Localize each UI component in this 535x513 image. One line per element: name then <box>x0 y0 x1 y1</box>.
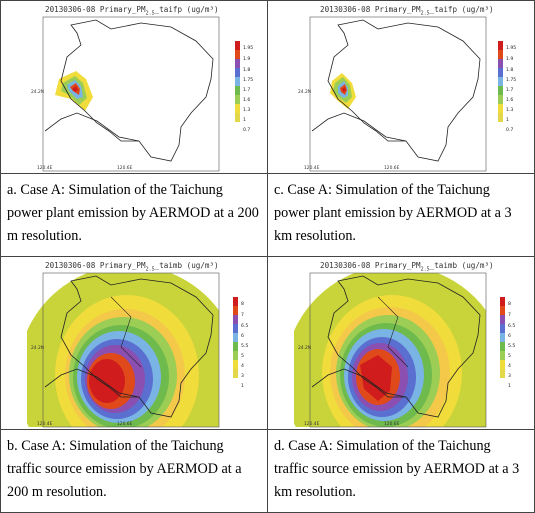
panel-b-cb-label: 7 <box>241 312 244 318</box>
panel-d-cb-label: 1 <box>508 383 511 389</box>
caption-b: b. Case A: Simulation of the Taichung tr… <box>0 429 268 513</box>
panel-a-cb-label: 1.3 <box>243 107 250 113</box>
panel-c-title-text: 20130306-08 Primary_PM <box>320 5 421 14</box>
panel-a-cb-label: 1.8 <box>243 67 250 73</box>
panel-c-title: 20130306-08 Primary_PM2.5_taifp (ug/m³) <box>320 5 494 17</box>
panel-c-cb-label: 1.95 <box>506 45 516 51</box>
panel-d-colorbar: 8 7 6.5 6 5.5 5 4 3 1 <box>500 297 515 389</box>
panel-a-cb-label: 0.7 <box>243 127 250 133</box>
panel-a-lon-right: 120.6E <box>117 165 133 171</box>
caption-d: d. Case A: Simulation of the Taichung tr… <box>267 429 535 513</box>
panel-b-cb-label: 4 <box>241 363 244 369</box>
panel-a-map: 24.2N 120.4E 120.6E 1.95 1.9 1.8 1.75 1.… <box>31 16 253 172</box>
panel-b-cb-label: 5.5 <box>241 343 248 349</box>
panel-d-district-line <box>377 296 409 368</box>
panel-c-colorbar: 1.95 1.9 1.8 1.75 1.7 1.6 1.3 1 0.7 <box>498 41 516 133</box>
panel-a-river <box>44 112 140 142</box>
panel-c-map: 24.2N 120.4E 120.6E 1.95 1.9 1.8 1.75 1.… <box>298 16 516 172</box>
panel-a-image-cell: 20130306-08 Primary_PM2.5_taifp (ug/m³) … <box>0 0 268 174</box>
panel-a-plume-peak <box>72 86 78 92</box>
caption-a: a. Case A: Simulation of the Taichung po… <box>0 173 268 257</box>
panel-c-cb-label: 1 <box>506 117 509 123</box>
panel-b-cb-label: 5 <box>241 353 244 359</box>
panel-b-lon-right: 120.6E <box>117 421 133 427</box>
panel-a-title-sub: 2.5 <box>145 10 155 17</box>
panel-d-lon-right: 120.6E <box>384 421 400 427</box>
panel-d-title-suffix: _taimb (ug/m³) <box>429 261 494 270</box>
panel-c-lat-label: 24.2N <box>298 89 311 95</box>
panel-a-lat-label: 24.2N <box>31 89 44 95</box>
panel-d-title-text: 20130306-08 Primary_PM <box>320 261 421 270</box>
panel-b-title-suffix: _taimb (ug/m³) <box>154 261 219 270</box>
panel-b-title: 20130306-08 Primary_PM2.5_taimb (ug/m³) <box>45 261 219 273</box>
panel-d-boundary <box>327 275 481 418</box>
panel-c-cb-label: 1.6 <box>506 97 513 103</box>
panel-d-cb-label: 6.5 <box>508 323 515 329</box>
panel-b-map: 24.2N 120.4E 120.6E 8 7 6.5 6 5.5 5 4 <box>27 272 248 428</box>
panel-b-cb-label: 6 <box>241 333 244 339</box>
panel-d-lat-label: 24.2N <box>298 345 311 351</box>
panel-a-cb-label: 1.75 <box>243 77 253 83</box>
panel-a-title-text: 20130306-08 Primary_PM <box>45 5 146 14</box>
panel-b-lon-left: 120.4E <box>37 421 53 427</box>
panel-a-title: 20130306-08 Primary_PM2.5_taifp (ug/m³) <box>45 5 219 17</box>
panel-b-image-cell: 20130306-08 Primary_PM2.5_taimb (ug/m³) <box>0 256 268 430</box>
panel-c-cb-label: 1.3 <box>506 107 513 113</box>
panel-a-lon-left: 120.4E <box>37 165 53 171</box>
panel-d-contours <box>294 273 486 427</box>
panel-b-colorbar: 8 7 6.5 6 5.5 5 4 3 1 <box>233 297 248 389</box>
panel-b-cb-label: 1 <box>241 383 244 389</box>
panel-c-image-cell: 20130306-08 Primary_PM2.5_taifp (ug/m³) … <box>267 0 535 174</box>
panel-a-cb-label: 1.6 <box>243 97 250 103</box>
panel-c-cb-label: 1.9 <box>506 56 513 62</box>
panel-d-title: 20130306-08 Primary_PM2.5_taimb (ug/m³) <box>320 261 494 273</box>
panel-d-cb-label: 5 <box>508 353 511 359</box>
panel-b-cb-label: 8 <box>241 301 244 307</box>
panel-d-cb-label: 5.5 <box>508 343 515 349</box>
panel-b-contours <box>27 273 219 427</box>
panel-b-title-text: 20130306-08 Primary_PM <box>45 261 146 270</box>
panel-c-cb-label: 1.7 <box>506 87 513 93</box>
panel-d-cb-label: 4 <box>508 363 511 369</box>
panel-c-boundary <box>327 19 481 162</box>
panel-a-boundary <box>60 19 214 162</box>
panel-d-cb-label: 7 <box>508 312 511 318</box>
panel-c-cb-label: 1.8 <box>506 67 513 73</box>
panel-b-district-line <box>110 296 142 368</box>
caption-c: c. Case A: Simulation of the Taichung po… <box>267 173 535 257</box>
panel-d-cb-label: 6 <box>508 333 511 339</box>
panel-d-title-sub: 2.5 <box>420 266 430 273</box>
panel-a-cb-label: 1.7 <box>243 87 250 93</box>
panel-b-frame <box>42 272 220 428</box>
panel-c-title-sub: 2.5 <box>420 10 430 17</box>
panel-c-cb-label: 0.7 <box>506 127 513 133</box>
panel-b-cb-label: 3 <box>241 373 244 379</box>
panel-c-river <box>311 112 407 142</box>
panel-a-cb-label: 1 <box>243 117 246 123</box>
panel-d-river <box>311 368 407 398</box>
panel-c-plume-peak <box>342 87 346 92</box>
panel-d-cb-label: 3 <box>508 373 511 379</box>
panel-a-cb-label: 1.95 <box>243 45 253 51</box>
panel-d-map: 24.2N 120.4E 120.6E 8 7 6.5 6 5.5 5 4 <box>294 272 515 428</box>
panel-b-title-sub: 2.5 <box>145 266 155 273</box>
panel-d-lon-left: 120.4E <box>304 421 320 427</box>
panel-b-boundary <box>60 275 214 418</box>
panel-a-cb-label: 1.9 <box>243 56 250 62</box>
panel-a-title-suffix: _taifp (ug/m³) <box>154 5 219 14</box>
panel-d-image-cell: 20130306-08 Primary_PM2.5_taimb (ug/m³) <box>267 256 535 430</box>
panel-c-cb-label: 1.75 <box>506 77 516 83</box>
panel-d-cb-label: 8 <box>508 301 511 307</box>
panel-b-river <box>44 368 140 398</box>
panel-b-lat-label: 24.2N <box>31 345 44 351</box>
panel-b-cb-label: 6.5 <box>241 323 248 329</box>
panel-c-lon-right: 120.6E <box>384 165 400 171</box>
panel-a-colorbar: 1.95 1.9 1.8 1.75 1.7 1.6 1.3 1 0.7 <box>235 41 253 133</box>
panel-c-title-suffix: _taifp (ug/m³) <box>429 5 494 14</box>
panel-d-frame <box>309 272 487 428</box>
panel-c-lon-left: 120.4E <box>304 165 320 171</box>
